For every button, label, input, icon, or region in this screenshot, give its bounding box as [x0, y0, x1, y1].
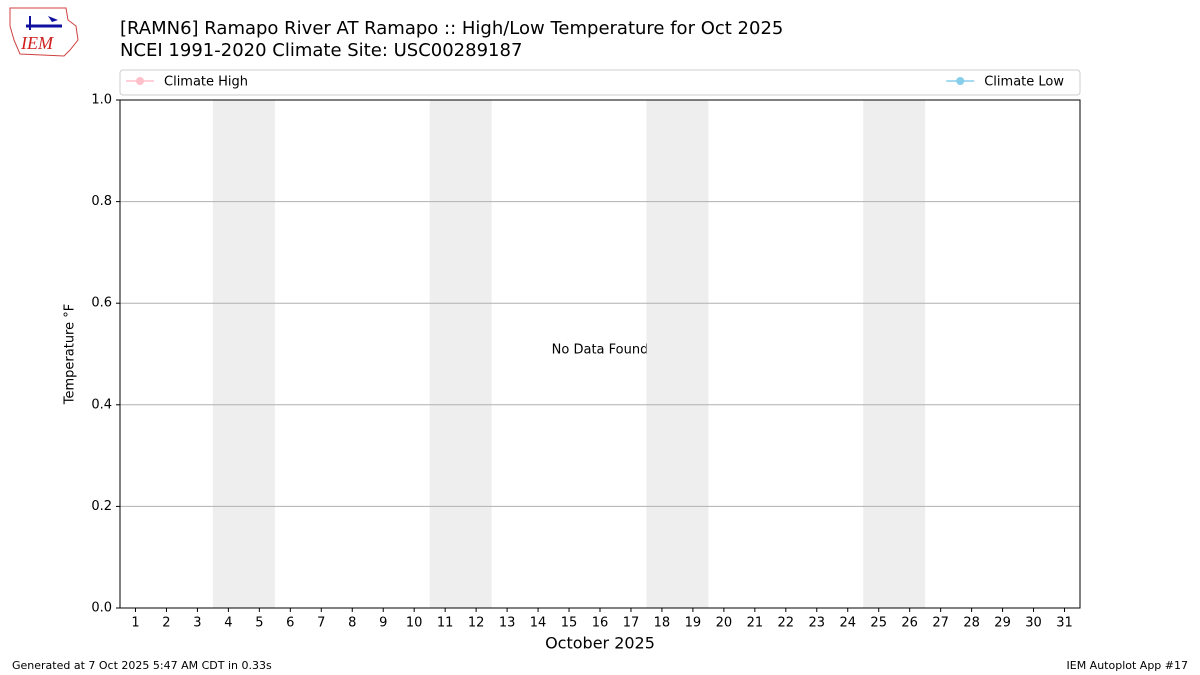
x-tick-label: 14 — [530, 616, 547, 631]
x-tick-label: 12 — [468, 616, 485, 631]
x-tick-label: 23 — [809, 616, 826, 631]
x-tick-label: 11 — [437, 616, 454, 631]
x-tick-label: 28 — [963, 616, 980, 631]
legend-box — [119, 69, 1081, 96]
y-axis-label: Temperature °F — [63, 304, 78, 405]
x-tick-label: 20 — [716, 616, 733, 631]
legend: Climate High Climate Low — [119, 69, 1081, 96]
x-tick-label: 9 — [379, 616, 387, 631]
weekend-band — [646, 100, 709, 608]
x-tick-label: 27 — [932, 616, 949, 631]
x-tick-label: 2 — [162, 616, 170, 631]
x-tick-label: 16 — [592, 616, 609, 631]
x-tick-label: 26 — [901, 616, 918, 631]
x-tick-label: 8 — [348, 616, 356, 631]
y-tick-label: 0.2 — [91, 499, 112, 514]
y-tick-label: 0.8 — [91, 194, 112, 209]
y-tick-label: 0.6 — [91, 296, 112, 311]
x-tick-label: 25 — [870, 616, 887, 631]
x-tick-label: 19 — [685, 616, 702, 631]
x-tick-label: 30 — [1025, 616, 1042, 631]
weekend-band — [863, 100, 926, 608]
x-tick-label: 13 — [499, 616, 516, 631]
x-axis-label: October 2025 — [545, 634, 655, 653]
annotation: No Data Found — [552, 343, 649, 358]
x-tick-label: 24 — [839, 616, 856, 631]
legend-marker — [136, 77, 144, 85]
chart-subtitle: NCEI 1991-2020 Climate Site: USC00289187 — [120, 40, 522, 61]
logo: IEM — [9, 7, 79, 57]
x-tick-label: 3 — [193, 616, 201, 631]
x-tick-label: 1 — [131, 616, 139, 631]
weekend-band — [212, 100, 275, 608]
y-tick-label: 1.0 — [91, 93, 112, 108]
x-tick-label: 5 — [255, 616, 263, 631]
legend-label: Climate High — [164, 75, 248, 90]
weekend-band — [429, 100, 492, 608]
x-tick-label: 10 — [406, 616, 423, 631]
x-tick-label: 6 — [286, 616, 294, 631]
x-tick-label: 4 — [224, 616, 232, 631]
footer-left: Generated at 7 Oct 2025 5:47 AM CDT in 0… — [12, 659, 272, 672]
footer-right: IEM Autoplot App #17 — [1067, 659, 1189, 672]
chart-title: [RAMN6] Ramapo River AT Ramapo :: High/L… — [120, 18, 783, 39]
logo-text: IEM — [20, 33, 54, 53]
x-tick-label: 21 — [747, 616, 764, 631]
plot-frame — [119, 99, 1081, 609]
y-tick-label: 0.4 — [91, 397, 112, 412]
legend-marker — [956, 77, 965, 85]
x-tick-label: 29 — [994, 616, 1011, 631]
x-tick-label: 31 — [1056, 616, 1073, 631]
x-tick-label: 15 — [561, 616, 578, 631]
legend-label: Climate Low — [984, 75, 1064, 90]
x-tick-label: 7 — [317, 616, 325, 631]
x-tick-label: 18 — [654, 616, 671, 631]
x-tick-label: 22 — [778, 616, 795, 631]
x-tick-label: 17 — [623, 616, 640, 631]
y-tick-label: 0.0 — [91, 601, 112, 616]
